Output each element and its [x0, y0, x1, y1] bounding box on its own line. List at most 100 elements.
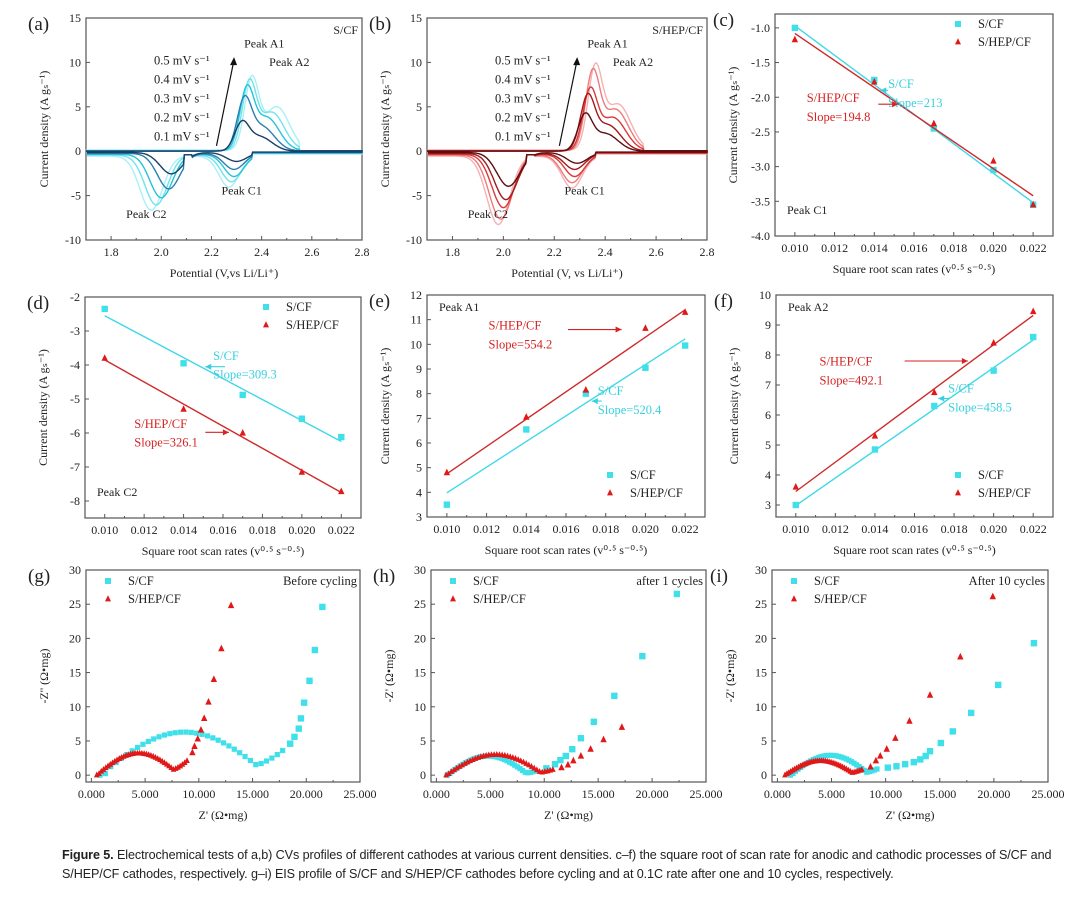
triangle-marker	[587, 745, 594, 752]
y-tick-label: -1.5	[751, 56, 770, 70]
y-axis-label: -Z' (Ω•mg)	[382, 650, 396, 703]
panel-label: (b)	[369, 14, 391, 35]
x-axis-label: Z' (Ω•mg)	[544, 808, 593, 822]
x-tick-label: 0.012	[131, 523, 158, 537]
x-tick-label: 0.010	[781, 241, 808, 255]
x-tick-label: 0.010	[91, 523, 118, 537]
scan-rate-arrow	[558, 59, 578, 146]
triangle-marker	[564, 760, 572, 768]
triangle-marker	[792, 483, 799, 490]
peak-label: Peak A1	[439, 300, 479, 314]
square-marker	[194, 730, 200, 736]
annotation-peak-c1: Peak C1	[564, 184, 604, 198]
scan-rate-label: 0.3 mV s⁻¹	[495, 91, 551, 105]
square-marker	[101, 305, 108, 313]
x-axis-label: Square root scan rates (v⁰·⁵ s⁻⁰·⁵)	[485, 543, 648, 557]
y-axis-label: Current density (A gₛ⁻¹)	[36, 349, 50, 466]
peak-label: Peak A2	[788, 300, 828, 314]
square-marker	[607, 472, 613, 478]
square-marker	[161, 732, 168, 738]
arrow-head-icon	[880, 87, 887, 94]
legend-label: S/HEP/CF	[286, 318, 339, 332]
slope-series-label: S/CF	[948, 382, 974, 396]
triangle-marker	[445, 770, 452, 776]
square-marker	[990, 367, 997, 374]
x-axis-label: Z' (Ω•mg)	[199, 808, 248, 822]
x-tick-label: 2.6	[304, 245, 319, 259]
triangle-marker	[930, 119, 938, 127]
square-marker	[242, 753, 248, 760]
legend-label: S/CF	[473, 574, 499, 588]
y-tick-label: 25	[69, 597, 81, 611]
annotation-peak-a2: Peak A2	[613, 55, 653, 69]
square-marker	[791, 24, 799, 32]
x-tick-label: 20.000	[636, 787, 669, 801]
annotation-peak-a2: Peak A2	[269, 55, 309, 69]
slope-series-label: S/CF	[888, 77, 914, 91]
y-tick-label: 10	[755, 700, 767, 714]
triangle-marker	[189, 748, 196, 756]
rate-chart-d: 0.010 0.012 0.014 0.016 0.018 0.020 0.022 -8 -7 -…	[27, 290, 362, 558]
square-marker	[931, 402, 938, 410]
square-marker	[509, 761, 515, 767]
triangle-marker	[867, 762, 874, 770]
square-marker	[949, 728, 956, 735]
square-marker	[884, 764, 892, 771]
y-axis-label: Current density (A gₛ⁻¹)	[378, 348, 392, 465]
square-marker	[180, 360, 187, 367]
y-axis-label: Current density (A gₛ⁻¹)	[727, 348, 741, 465]
square-marker	[523, 426, 530, 433]
y-tick-label: 4	[416, 485, 422, 499]
legend-label: S/HEP/CF	[978, 35, 1031, 49]
triangle-marker	[263, 321, 269, 328]
triangle-marker	[877, 752, 884, 759]
square-marker	[955, 472, 961, 478]
y-tick-label: 30	[414, 563, 426, 577]
x-tick-label: 2.4	[598, 245, 613, 259]
square-marker	[450, 578, 456, 584]
y-tick-label: 30	[755, 563, 767, 577]
triangle-marker	[523, 413, 530, 420]
x-tick-label: 25.000	[690, 787, 723, 801]
x-tick-label: 0.010	[433, 522, 460, 536]
triangle-marker	[618, 723, 626, 730]
x-tick-label: 2.8	[355, 245, 370, 259]
triangle-marker	[184, 757, 190, 763]
square-marker	[517, 766, 523, 772]
triangle-marker	[105, 762, 111, 769]
cv-curve	[86, 83, 363, 199]
triangle-marker	[955, 489, 961, 496]
slope-label: Slope=492.1	[820, 373, 884, 387]
square-marker	[543, 765, 550, 772]
square-marker	[527, 769, 534, 775]
square-marker	[922, 752, 929, 760]
triangle-marker	[892, 734, 899, 741]
x-tick-label: 10.000	[182, 787, 215, 801]
legend-label: S/CF	[128, 574, 154, 588]
y-tick-label: 25	[755, 597, 767, 611]
x-tick-label: 1.8	[445, 245, 460, 259]
triangle-marker	[227, 601, 235, 609]
square-marker	[286, 740, 294, 747]
panel-label: (g)	[28, 566, 50, 587]
x-tick-label: 0.014	[170, 523, 197, 537]
slope-series-label: S/CF	[213, 349, 239, 363]
cv-curve	[427, 62, 708, 226]
triangle-marker	[200, 714, 208, 721]
legend-label: S/CF	[630, 468, 656, 482]
annotation-peak-a1: Peak A1	[587, 36, 627, 50]
triangle-marker	[582, 385, 590, 393]
triangle-marker	[600, 735, 607, 743]
square-marker	[955, 21, 961, 27]
triangle-marker	[105, 595, 111, 602]
triangle-marker	[298, 468, 306, 475]
triangle-marker	[451, 766, 457, 773]
square-marker	[151, 736, 157, 742]
y-tick-label: -5	[71, 189, 81, 203]
square-marker	[226, 743, 232, 749]
slope-series-label: S/HEP/CF	[820, 355, 873, 369]
square-marker	[183, 729, 189, 735]
x-tick-label: 0.022	[1020, 241, 1047, 255]
y-tick-label: 0	[420, 768, 426, 782]
x-tick-label: 5.000	[132, 787, 159, 801]
